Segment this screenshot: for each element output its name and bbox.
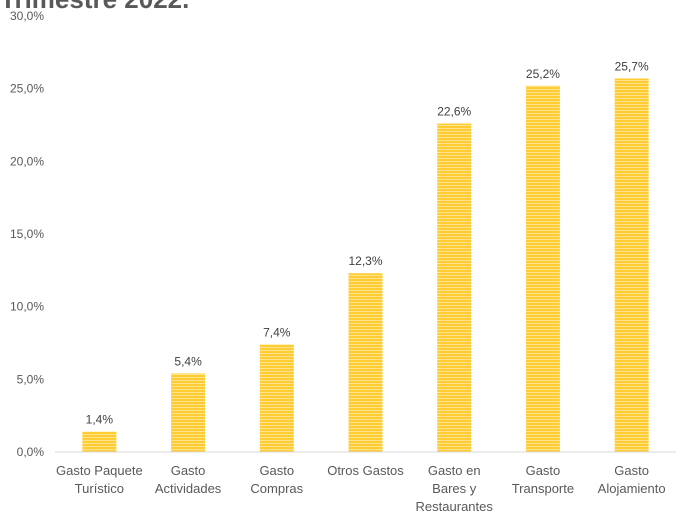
y-tick-label: 5,0% [17,372,45,386]
bar [437,123,472,453]
x-tick-label-line: Alojamiento [598,481,666,496]
x-tick-label-line: Gasto [259,463,294,478]
value-label: 25,2% [526,67,560,81]
bar [171,373,206,452]
y-tick-label: 15,0% [10,227,44,241]
value-label: 1,4% [86,413,114,427]
bar [348,273,383,452]
x-tick-label-line: Turístico [75,481,124,496]
x-tick-label-line: Gasto [614,463,649,478]
x-tick-label: Gasto en Bares y Restaurantes [416,463,494,514]
chart-title: Trimestre 2022. [0,0,189,15]
bar [259,344,294,452]
x-tick-label: Gasto Actividades [155,463,222,496]
y-tick-label: 10,0% [10,300,44,314]
x-tick-label-line: Actividades [155,481,222,496]
value-label: 25,7% [615,59,649,73]
x-tick-label-line: Otros Gastos [327,463,404,478]
bar [82,431,117,452]
x-tick-label-line: Compras [250,481,303,496]
x-tick-label-line: Gasto en [428,463,481,478]
x-tick-label-line: Gasto [526,463,561,478]
x-tick-label-line: Bares y [432,481,477,496]
bar [614,78,649,452]
x-tick-label-line: Restaurantes [416,499,494,514]
y-tick-label: 20,0% [10,154,44,168]
value-label: 7,4% [263,325,291,339]
value-label: 5,4% [174,355,202,369]
y-tick-label: 30,0% [10,9,44,23]
bar [525,85,560,452]
x-tick-label: Gasto Transporte [512,463,574,496]
y-tick-label: 25,0% [10,82,44,96]
x-tick-label-line: Transporte [512,481,574,496]
value-label: 12,3% [348,254,382,268]
x-tick-label: Gasto Paquete Turístico [56,463,143,496]
y-axis-ticks: 0,0% 5,0% 10,0% 15,0% 20,0% 25,0% 30,0% [10,9,44,459]
bars [82,78,649,453]
x-tick-label: Otros Gastos [327,463,404,478]
x-tick-label: Gasto Alojamiento [598,463,666,496]
x-tick-label-line: Gasto [171,463,206,478]
x-tick-label-line: Gasto Paquete [56,463,143,478]
value-label: 22,6% [437,105,471,119]
y-tick-label: 0,0% [17,445,45,459]
value-labels: 1,4% 5,4% 7,4% 12,3% 22,6% 25,2% 25,7% [86,59,649,426]
x-tick-label: Gasto Compras [250,463,303,496]
